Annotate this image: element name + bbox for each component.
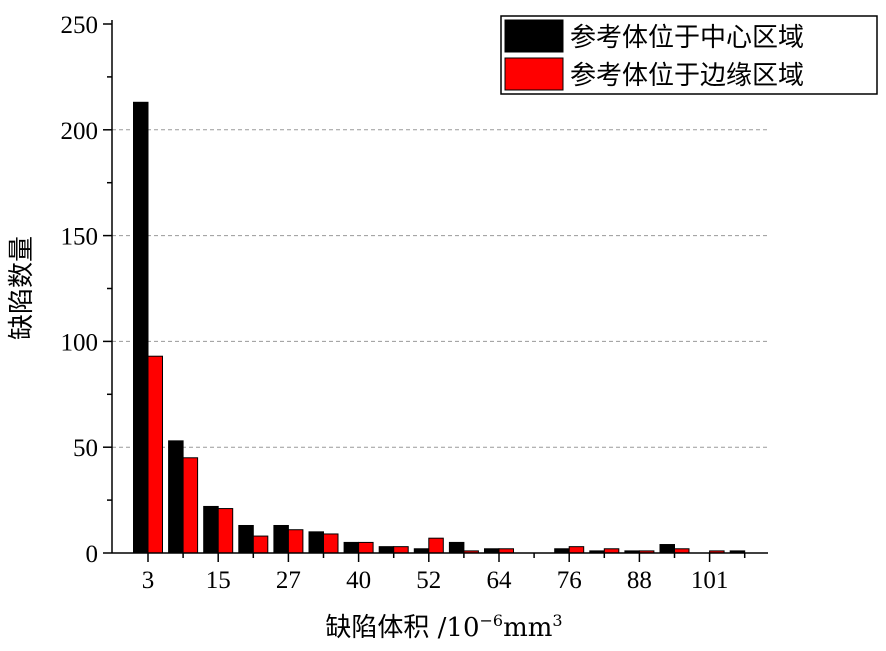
bar-center bbox=[203, 505, 219, 554]
bar-center bbox=[133, 101, 149, 554]
bar-edge bbox=[323, 533, 339, 554]
legend-swatch-edge bbox=[504, 57, 564, 91]
bar-edge bbox=[287, 529, 304, 554]
bar-edge bbox=[428, 537, 444, 554]
legend: 参考体位于中心区域 参考体位于边缘区域 bbox=[500, 15, 878, 95]
bar-edge bbox=[217, 508, 234, 554]
legend-box bbox=[500, 15, 878, 95]
y-tick-label: 100 bbox=[61, 329, 99, 356]
legend-swatch-center bbox=[504, 19, 564, 53]
x-axis-title: 缺陷体积 /10−6mm3 bbox=[325, 611, 562, 643]
bar-center bbox=[343, 541, 360, 554]
bar-edge bbox=[252, 535, 269, 554]
x-tick-label: 3 bbox=[142, 567, 155, 594]
bar-center bbox=[308, 531, 324, 554]
bar-center bbox=[659, 544, 675, 554]
x-tick-label: 15 bbox=[206, 567, 231, 594]
x-tick-label: 27 bbox=[276, 567, 301, 594]
bar-center bbox=[273, 524, 289, 554]
bars bbox=[133, 101, 746, 554]
bar-center bbox=[238, 524, 254, 554]
y-tick-label: 50 bbox=[73, 435, 98, 462]
grid-lines bbox=[112, 129, 768, 448]
x-tick-label: 88 bbox=[627, 567, 652, 594]
bar-center bbox=[378, 546, 395, 554]
tick-labels: 0 50 100 150 200 250 3 15 27 40 52 64 76 88 101 bbox=[61, 12, 729, 594]
y-tick-label: 150 bbox=[61, 224, 99, 251]
axes bbox=[103, 20, 768, 562]
y-tick-label: 250 bbox=[61, 12, 99, 39]
legend-label-center: 参考体位于中心区域 bbox=[570, 23, 804, 53]
y-axis-title: 缺陷数量 bbox=[7, 236, 37, 340]
x-tick-label: 40 bbox=[346, 567, 371, 594]
bar-edge bbox=[358, 541, 374, 554]
bar-edge bbox=[568, 546, 585, 554]
y-tick-label: 0 bbox=[86, 541, 99, 568]
y-tick-label: 200 bbox=[61, 118, 99, 145]
x-tick-label: 76 bbox=[557, 567, 582, 594]
x-tick-label: 101 bbox=[691, 567, 729, 594]
bar-center bbox=[448, 541, 465, 554]
bar-edge bbox=[182, 457, 199, 554]
bar-edge bbox=[147, 355, 163, 554]
x-tick-label: 64 bbox=[487, 567, 513, 594]
bar-edge bbox=[393, 546, 409, 554]
bar-center bbox=[168, 440, 184, 554]
legend-label-edge: 参考体位于边缘区域 bbox=[570, 61, 804, 91]
x-tick-label: 52 bbox=[416, 567, 441, 594]
